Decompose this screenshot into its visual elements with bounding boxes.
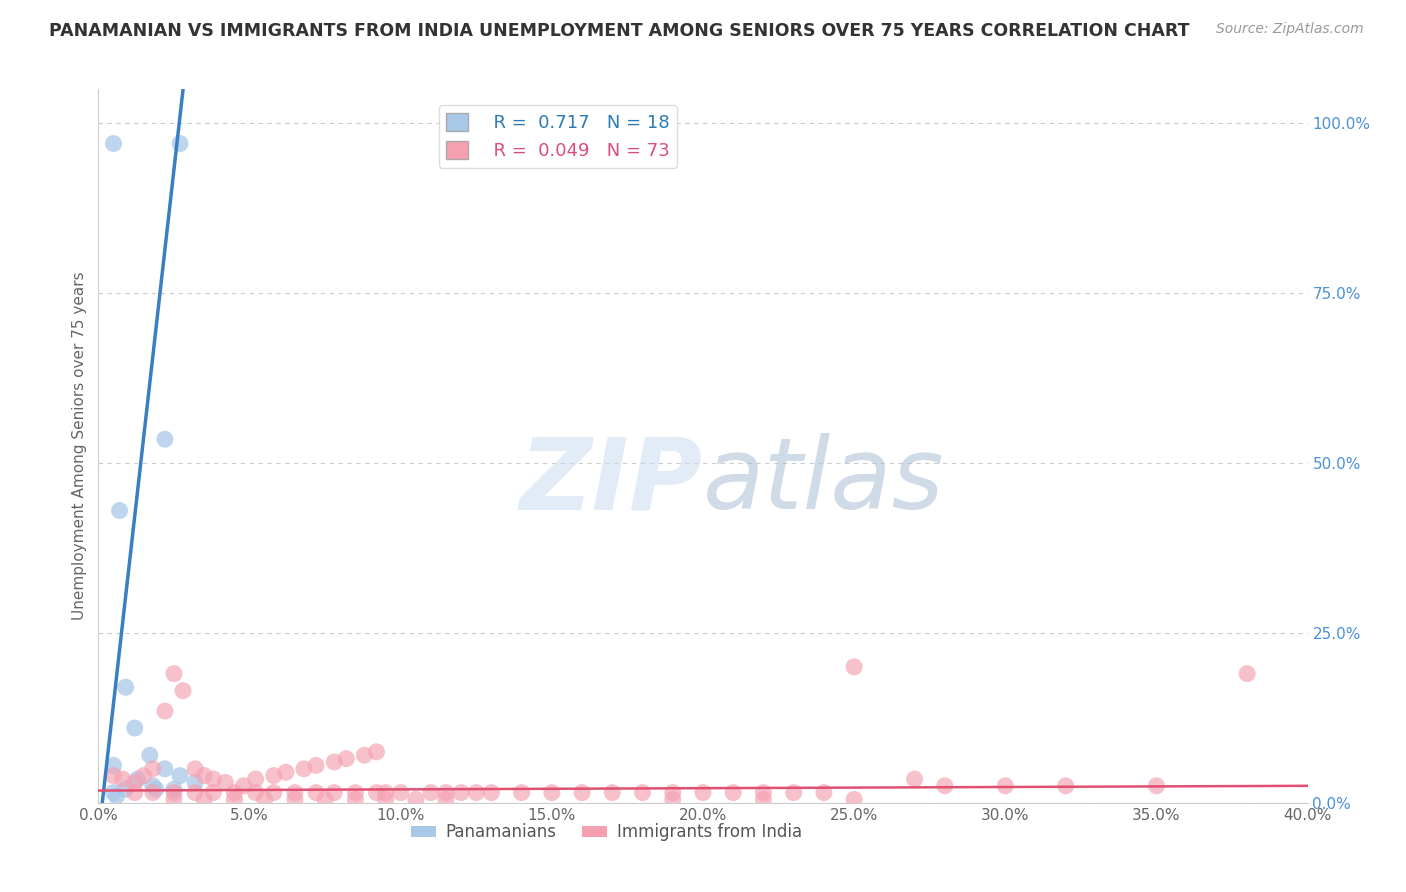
Point [752, 792, 775, 806]
Text: atlas: atlas [703, 434, 945, 530]
Point [111, 772, 134, 786]
Point [124, 775, 146, 789]
Point [169, 136, 191, 151]
Point [202, 786, 225, 800]
Point [224, 786, 246, 800]
Point [434, 786, 457, 800]
Point [114, 680, 136, 694]
Text: ZIP: ZIP [520, 434, 703, 530]
Point [263, 769, 285, 783]
Point [465, 786, 488, 800]
Point [142, 779, 165, 793]
Point [114, 782, 136, 797]
Point [374, 792, 396, 806]
Point [1144, 779, 1167, 793]
Point [108, 503, 131, 517]
Point [103, 769, 125, 783]
Point [214, 775, 236, 789]
Point [284, 786, 307, 800]
Point [169, 769, 191, 783]
Point [510, 786, 533, 800]
Point [124, 786, 146, 800]
Point [323, 755, 346, 769]
Point [723, 786, 745, 800]
Point [783, 786, 806, 800]
Point [540, 786, 562, 800]
Point [105, 789, 128, 803]
Point [163, 786, 186, 800]
Point [139, 748, 162, 763]
Point [193, 769, 215, 783]
Point [571, 786, 593, 800]
Point [163, 666, 186, 681]
Point [103, 758, 125, 772]
Point [450, 786, 472, 800]
Point [305, 758, 328, 772]
Point [904, 772, 927, 786]
Point [127, 772, 149, 786]
Legend: Panamanians, Immigrants from India: Panamanians, Immigrants from India [404, 817, 808, 848]
Point [813, 786, 835, 800]
Point [305, 786, 328, 800]
Point [193, 792, 215, 806]
Point [284, 792, 307, 806]
Point [202, 772, 225, 786]
Point [420, 786, 443, 800]
Point [344, 786, 367, 800]
Point [103, 786, 125, 800]
Point [184, 762, 207, 776]
Point [389, 786, 412, 800]
Point [132, 769, 155, 783]
Point [142, 786, 165, 800]
Point [994, 779, 1017, 793]
Point [692, 786, 714, 800]
Point [661, 786, 683, 800]
Point [366, 786, 388, 800]
Point [163, 782, 186, 797]
Point [602, 786, 624, 800]
Point [224, 792, 246, 806]
Point [124, 721, 146, 735]
Point [934, 779, 956, 793]
Point [314, 792, 336, 806]
Point [353, 748, 375, 763]
Point [153, 704, 176, 718]
Point [481, 786, 503, 800]
Point [163, 792, 186, 806]
Point [844, 660, 866, 674]
Point [661, 792, 683, 806]
Point [245, 772, 267, 786]
Point [292, 762, 315, 776]
Point [184, 775, 207, 789]
Text: PANAMANIAN VS IMMIGRANTS FROM INDIA UNEMPLOYMENT AMONG SENIORS OVER 75 YEARS COR: PANAMANIAN VS IMMIGRANTS FROM INDIA UNEM… [49, 22, 1189, 40]
Point [142, 762, 165, 776]
Point [366, 745, 388, 759]
Point [103, 136, 125, 151]
Point [274, 765, 297, 780]
Point [844, 792, 866, 806]
Text: Source: ZipAtlas.com: Source: ZipAtlas.com [1216, 22, 1364, 37]
Point [374, 786, 396, 800]
Point [232, 779, 254, 793]
Point [172, 683, 194, 698]
Point [153, 432, 176, 446]
Y-axis label: Unemployment Among Seniors over 75 years: Unemployment Among Seniors over 75 years [72, 272, 87, 620]
Point [752, 786, 775, 800]
Point [631, 786, 654, 800]
Point [344, 792, 367, 806]
Point [1236, 666, 1258, 681]
Point [245, 786, 267, 800]
Point [1054, 779, 1077, 793]
Point [253, 792, 276, 806]
Point [153, 762, 176, 776]
Point [405, 792, 427, 806]
Point [335, 751, 357, 765]
Point [323, 786, 346, 800]
Point [263, 786, 285, 800]
Point [434, 792, 457, 806]
Point [145, 782, 167, 797]
Point [184, 786, 207, 800]
